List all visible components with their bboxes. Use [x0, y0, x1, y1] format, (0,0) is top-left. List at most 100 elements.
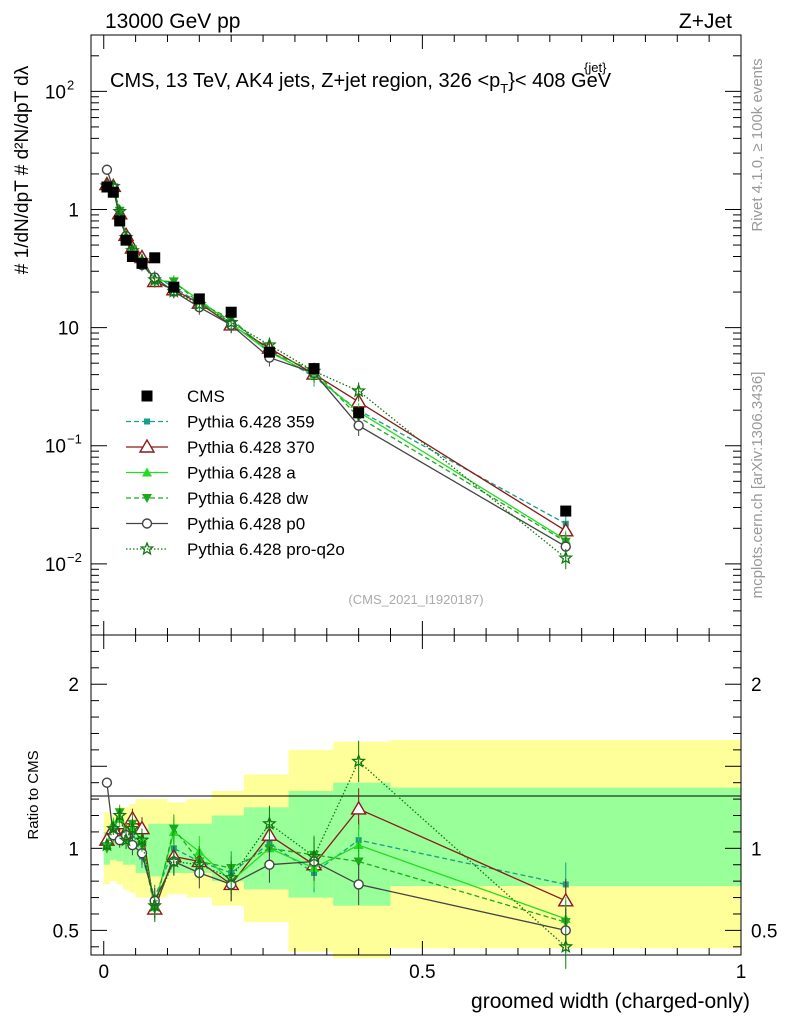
legend-marker: [138, 438, 156, 453]
legend-label: Pythia 6.428 359: [187, 413, 315, 432]
marker-shape: [351, 383, 367, 398]
marker-shape: [114, 215, 126, 227]
series-point-main: [101, 164, 113, 175]
y-tick-label-right: 2: [751, 675, 762, 696]
marker-shape: [138, 438, 156, 453]
series-point-ratio: [351, 753, 367, 768]
cms-data-point: [193, 293, 205, 305]
marker-shape: [125, 820, 140, 835]
main-panel: CMS, 13 TeV, AK4 jets, Z+jet region, 326…: [12, 34, 742, 636]
mcplots-label: mcplots.cern.ch [arXiv:1306.3436]: [749, 372, 766, 599]
main-marks: [98, 164, 574, 570]
y-axis-label-ratio: Ratio to CMS: [25, 750, 42, 839]
marker-shape: [112, 807, 128, 822]
chart-title-main: CMS, 13 TeV, AK4 jets, Z+jet region, 326…: [110, 70, 489, 92]
series-point-main: [147, 272, 163, 287]
chart-title-end: }< 408 GeV: [508, 70, 612, 92]
marker-shape: [147, 272, 163, 287]
legend-label: Pythia 6.428 pro-q2o: [187, 540, 345, 559]
marker-shape: [149, 252, 161, 264]
series-point-ratio: [147, 898, 163, 913]
chart-title: CMS, 13 TeV, AK4 jets, Z+jet region, 326…: [110, 70, 612, 96]
legend: CMS Pythia 6.428 359 Pythia 6.428 370 Pythi…: [126, 387, 345, 559]
ratio-ticks: 0 0.5 10.5 0.51 12 2: [53, 635, 777, 983]
cms-data-point: [149, 252, 161, 264]
series-point-ratio: [134, 832, 150, 847]
y-tick-exponent: −2: [67, 550, 82, 565]
ratio-band-green: [243, 807, 289, 890]
marker-shape: [193, 293, 205, 305]
cms-data-point: [101, 181, 113, 193]
ratio-band-green: [288, 790, 334, 898]
marker-shape: [101, 777, 113, 788]
watermark: (CMS_2021_I1920187): [348, 592, 483, 607]
marker-shape: [353, 407, 365, 419]
marker-shape: [351, 753, 367, 768]
marker-shape: [136, 257, 148, 269]
cms-data-point: [560, 505, 572, 517]
x-tick-label: 0.5: [409, 962, 435, 983]
cms-data-point: [263, 346, 275, 358]
series-point-main: [351, 383, 367, 398]
marker-shape: [141, 390, 153, 402]
marker-shape: [560, 505, 572, 517]
marker-shape: [127, 839, 138, 851]
marker-shape: [264, 859, 275, 870]
ratio-marks: [98, 740, 574, 969]
x-tick-label: 1: [736, 962, 747, 983]
series-line-main: [106, 185, 567, 559]
series-point-ratio: [166, 853, 182, 868]
chart-title-sub: T: [500, 81, 508, 96]
y-tick-label: 10: [45, 555, 66, 576]
cms-data-point: [107, 186, 119, 198]
series-point-ratio: [118, 832, 134, 847]
marker-shape: [166, 853, 182, 868]
legend-marker: [142, 494, 152, 503]
marker-shape: [126, 250, 138, 262]
rivet-version-label: Rivet 4.1.0, ≥ 100k events: [749, 58, 766, 231]
legend-label: Pythia 6.428 a: [187, 464, 296, 483]
cms-data-point: [308, 363, 320, 375]
series-line-main: [106, 169, 567, 548]
marker-shape: [144, 418, 150, 425]
marker-shape: [139, 541, 155, 556]
legend-item: Pythia 6.428 a: [126, 464, 296, 483]
legend-item: Pythia 6.428 p0: [126, 515, 305, 534]
series-point-ratio: [112, 807, 128, 822]
cms-data-point: [114, 215, 126, 227]
marker-shape: [105, 820, 121, 835]
y-tick-label-right: 1: [751, 839, 762, 860]
x-axis-label: groomed width (charged-only): [471, 990, 750, 1013]
y-tick-label: 1: [68, 839, 79, 860]
series-point-main: [112, 203, 128, 218]
marker-shape: [225, 306, 237, 318]
y-tick-label: 1: [68, 200, 79, 221]
marker-shape: [120, 234, 132, 246]
marker-shape: [168, 824, 179, 834]
series-point-main: [558, 550, 574, 565]
marker-shape: [263, 346, 275, 358]
y-axis-label-main: # 1/dN/dpT # d²N/dpT dλ: [12, 65, 33, 274]
series-point-main: [353, 420, 364, 431]
ratio-band-green: [212, 815, 244, 882]
legend-item: Pythia 6.428 359: [126, 413, 315, 432]
marker-shape: [308, 363, 320, 375]
legend-item: Pythia 6.428 dw: [126, 489, 309, 508]
series-point-ratio: [353, 879, 364, 890]
series-line-main: [106, 184, 567, 541]
series-point-ratio: [306, 848, 322, 863]
y-tick-label: 10: [45, 437, 66, 458]
y-tick-label: 10: [45, 82, 66, 103]
marker-shape: [353, 879, 364, 890]
cms-data-point: [353, 407, 365, 419]
marker-shape: [353, 857, 364, 867]
marker-shape: [99, 837, 115, 852]
cms-data-point: [126, 250, 138, 262]
y-tick-exponent: −1: [67, 432, 82, 447]
legend-marker: [139, 541, 155, 556]
marker-shape: [101, 164, 113, 175]
marker-shape: [191, 856, 207, 872]
marker-shape: [112, 203, 128, 218]
